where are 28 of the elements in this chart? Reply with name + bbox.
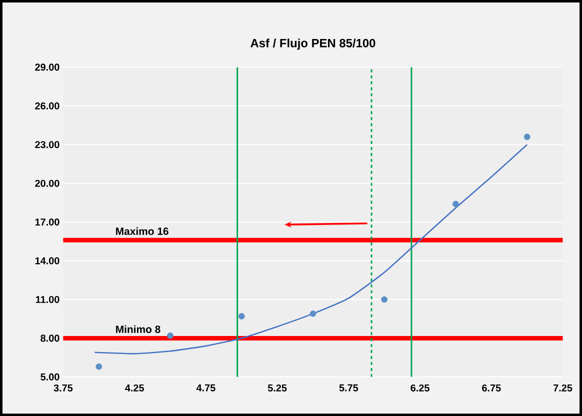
ref-line-label: Maximo 16	[116, 227, 168, 235]
y-tick-label: 17.00	[35, 218, 60, 226]
y-tick-label: 8.00	[40, 334, 60, 342]
point	[167, 332, 174, 339]
point	[524, 134, 530, 140]
point	[452, 200, 459, 208]
point	[310, 310, 316, 317]
x-tick-label: 6.75	[482, 384, 501, 392]
ref-line-label: Minimo 8	[116, 325, 160, 333]
y-tick-label: 5.00	[40, 373, 60, 380]
point	[238, 313, 245, 320]
x-tick-label: 6.25	[410, 384, 430, 392]
x-tick-label: 3.75	[54, 384, 73, 392]
point	[381, 296, 388, 303]
chart-title: Asf / Flujo PEN 85/100	[250, 38, 376, 50]
point	[96, 363, 102, 370]
y-tick-label: 20.00	[35, 180, 60, 187]
x-tick-label: 7.25	[554, 384, 572, 392]
x-tick-label: 4.75	[196, 384, 216, 392]
y-tick-label: 26.00	[35, 102, 60, 110]
y-tick-label: 11.00	[36, 296, 60, 303]
y-tick-label: 14.00	[35, 257, 60, 264]
y-tick-label: 29.00	[35, 64, 60, 71]
line-series	[94, 144, 528, 354]
x-tick-label: 5.25	[268, 384, 287, 392]
y-tick-label: 23.00	[35, 141, 60, 148]
x-tick-label: 4.25	[125, 384, 144, 392]
x-tick-label: 5.75	[339, 384, 358, 392]
